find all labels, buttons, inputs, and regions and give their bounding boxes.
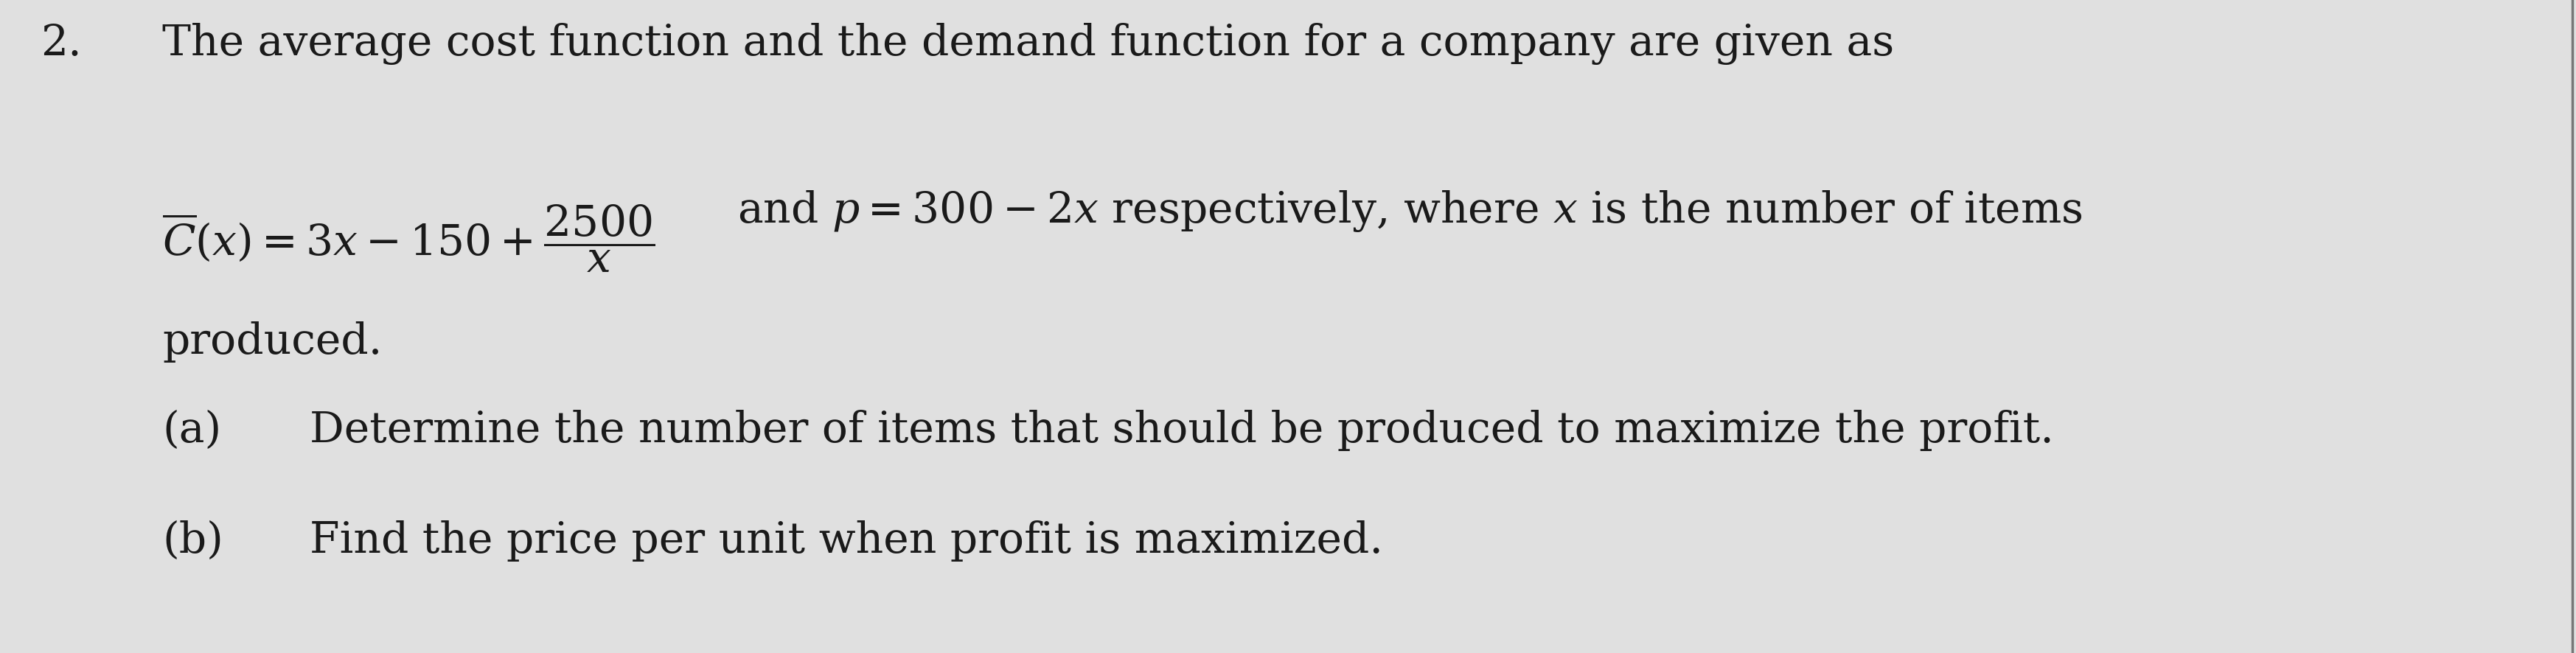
Text: The average cost function and the demand function for a company are given as: The average cost function and the demand… — [162, 23, 1893, 65]
Text: (b): (b) — [162, 520, 224, 562]
Text: 2.: 2. — [41, 23, 82, 64]
Text: and $p=300-2x$ respectively, where $x$ is the number of items: and $p=300-2x$ respectively, where $x$ i… — [737, 189, 2081, 234]
Text: Determine the number of items that should be produced to maximize the profit.: Determine the number of items that shoul… — [309, 410, 2053, 451]
Text: (a): (a) — [162, 410, 222, 451]
Text: $\overline{C}(x)=3x-150+\dfrac{2500}{x}$: $\overline{C}(x)=3x-150+\dfrac{2500}{x}$ — [162, 204, 654, 274]
Text: Find the price per unit when profit is maximized.: Find the price per unit when profit is m… — [309, 520, 1383, 562]
Text: produced.: produced. — [162, 321, 381, 362]
